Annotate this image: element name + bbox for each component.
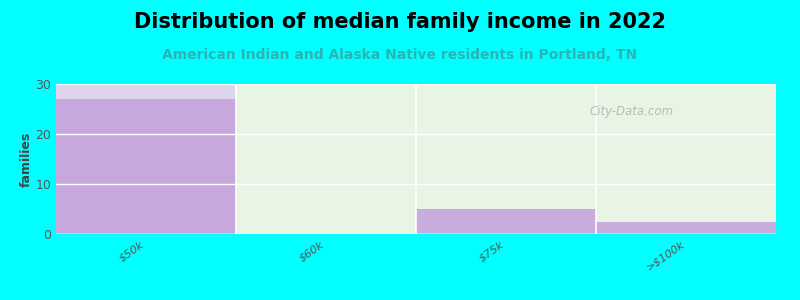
Bar [56,99,236,234]
Bar [236,84,776,234]
Bar [596,221,776,234]
Text: American Indian and Alaska Native residents in Portland, TN: American Indian and Alaska Native reside… [162,48,638,62]
Text: Distribution of median family income in 2022: Distribution of median family income in … [134,12,666,32]
Bar [56,84,236,234]
Bar [416,209,596,234]
Y-axis label: families: families [19,131,33,187]
Text: City-Data.com: City-Data.com [590,104,674,118]
